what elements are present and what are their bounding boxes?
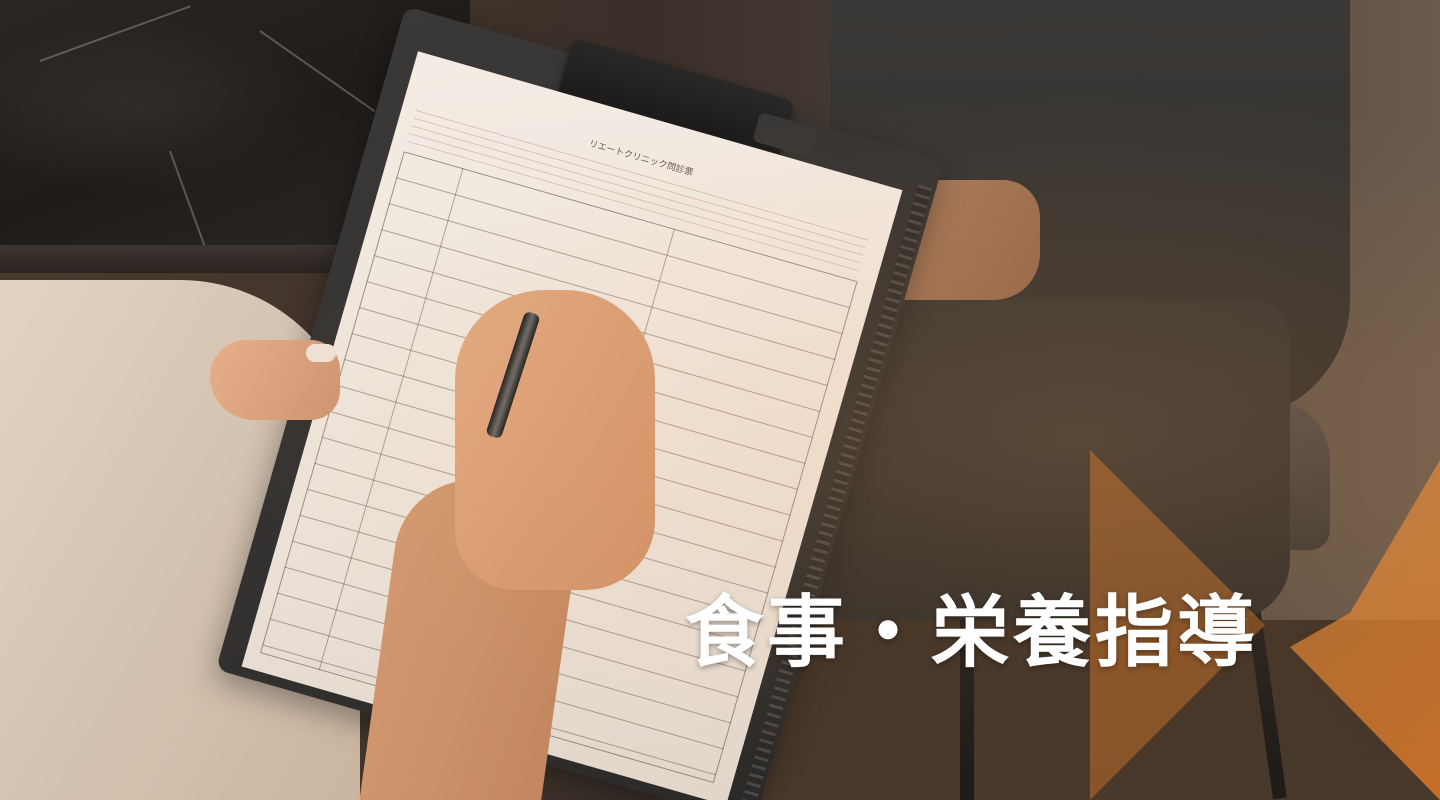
writer-hand [455,290,655,590]
page-title: 食事・栄養指導 [685,587,1260,678]
marble-vein [39,5,191,62]
marble-vein [259,30,376,113]
fingernail [306,344,336,362]
orange-chevron-outline [1090,450,1265,800]
